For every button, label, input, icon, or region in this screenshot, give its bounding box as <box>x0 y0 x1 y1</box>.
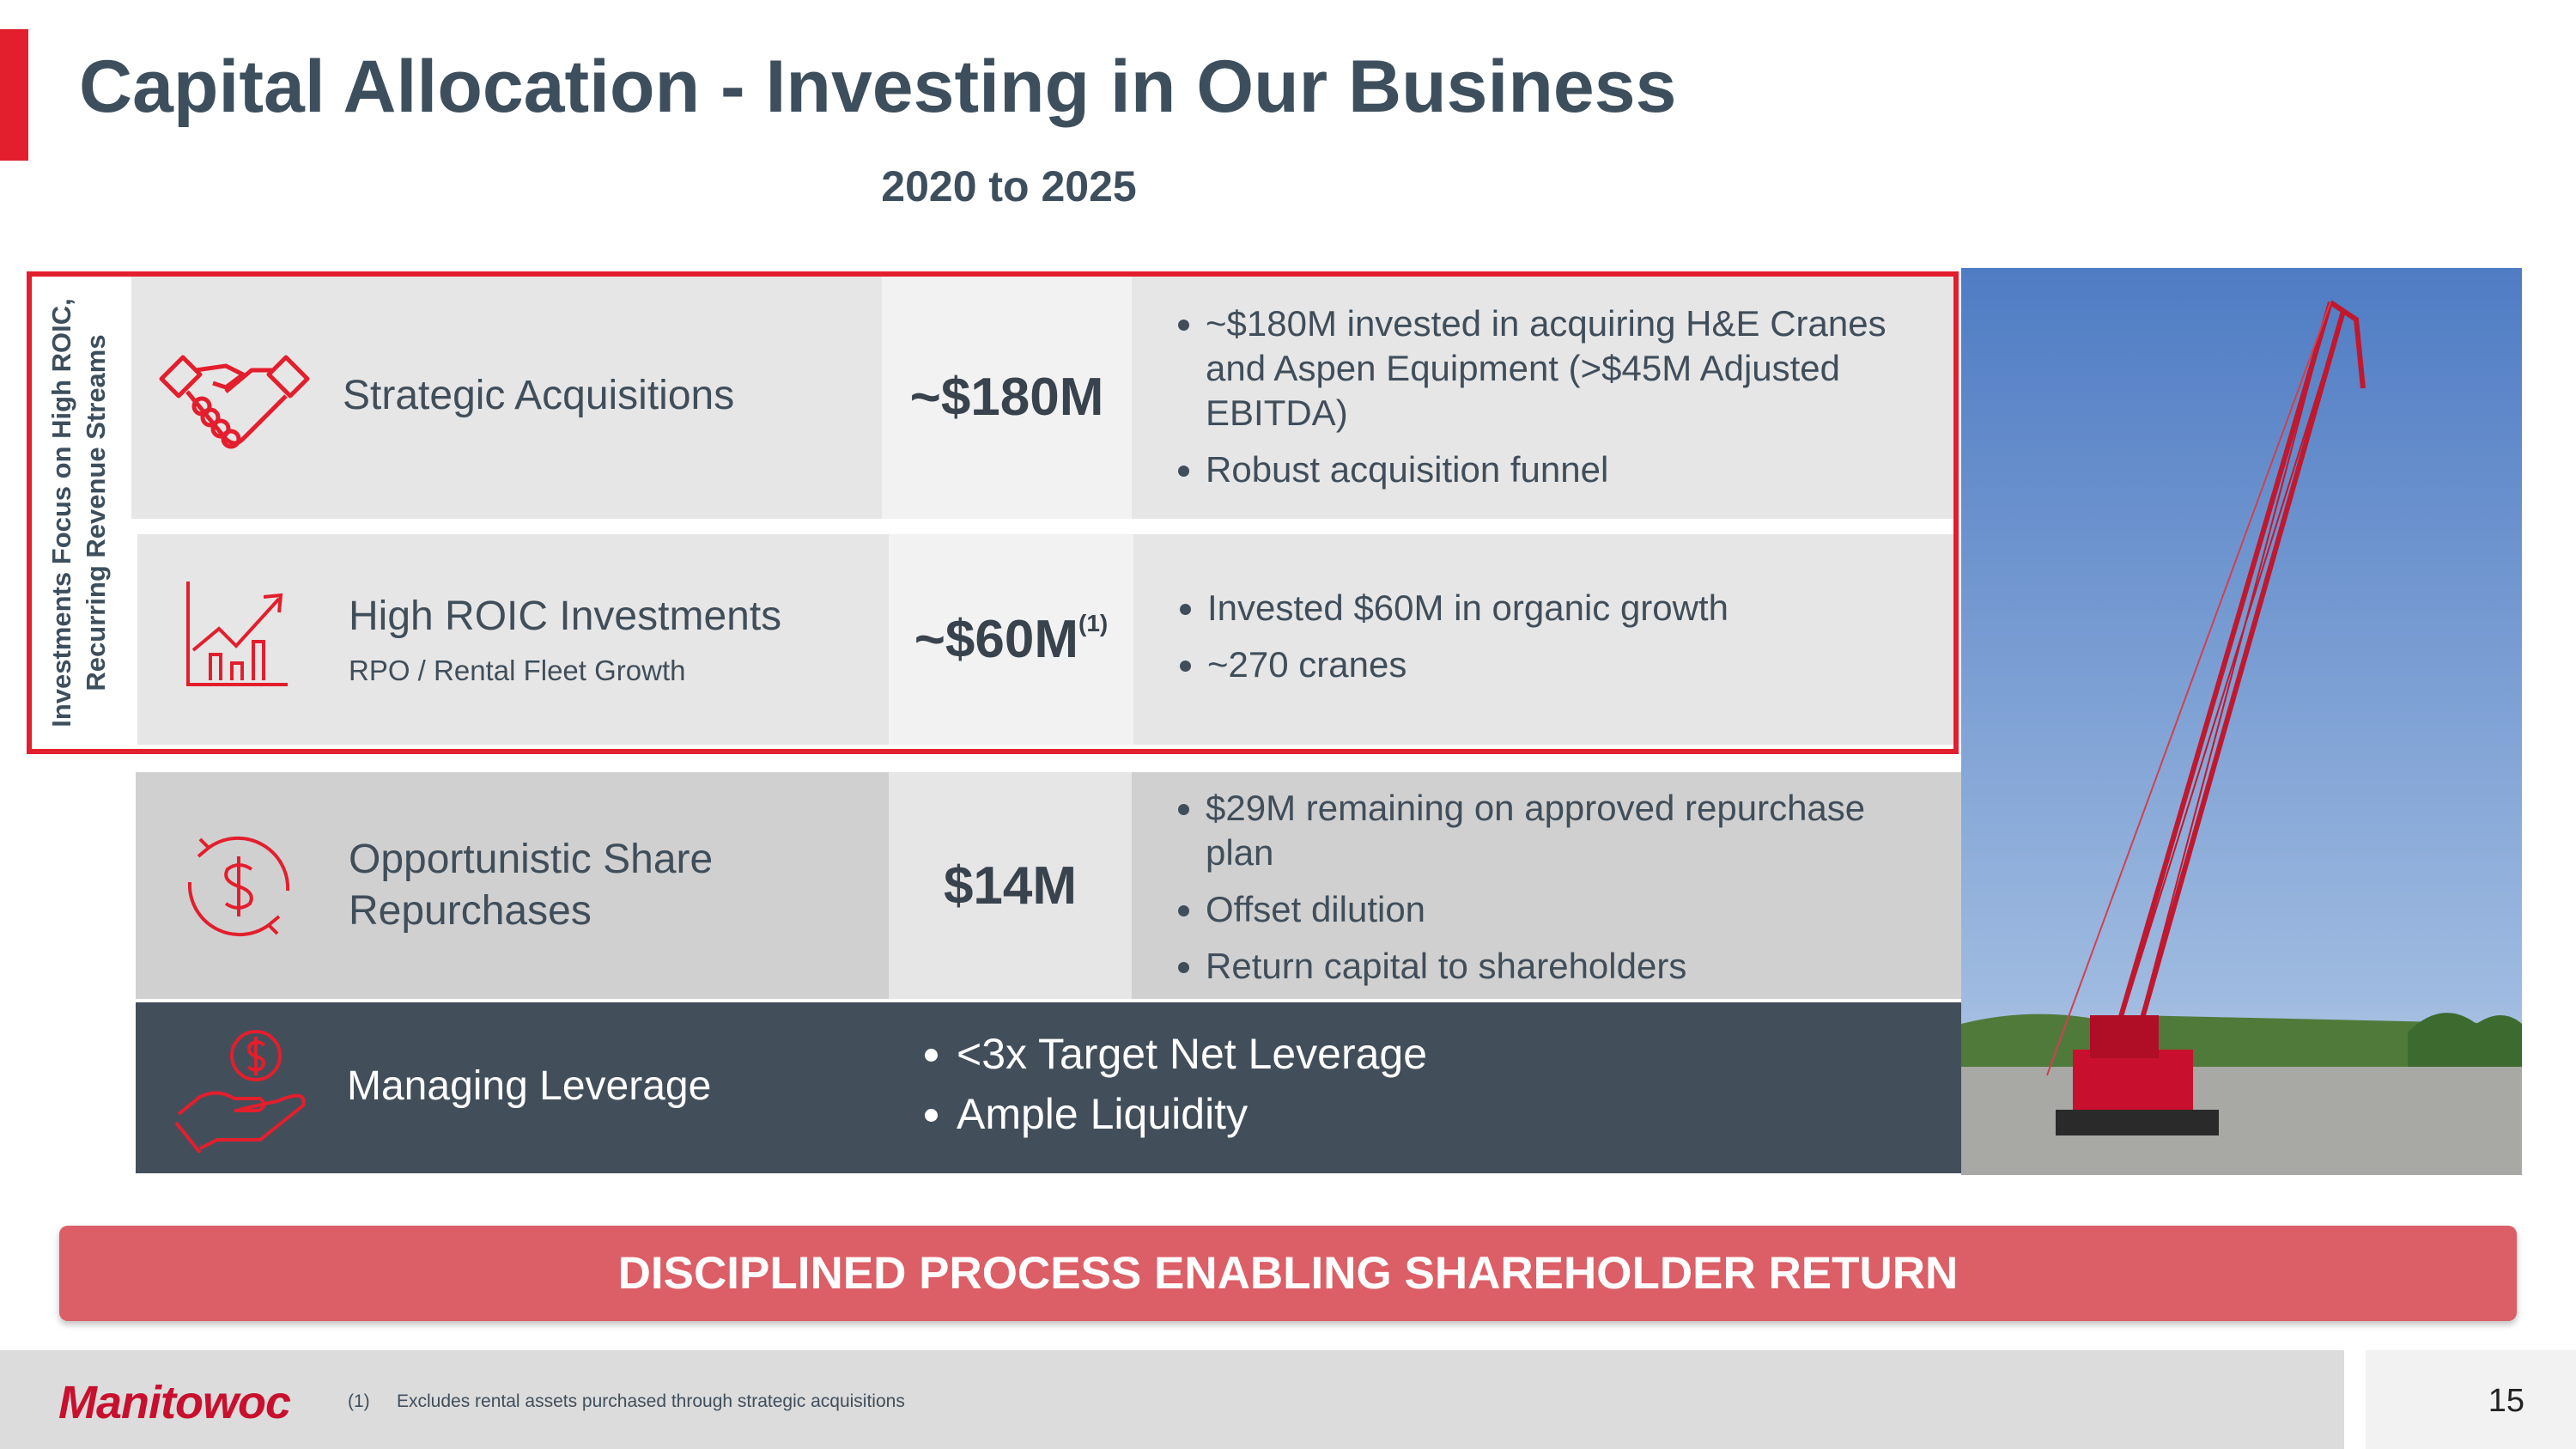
bullet: Invested $60M in organic growth <box>1207 586 1923 630</box>
bullet: <3x Target Net Leverage <box>957 1028 1427 1080</box>
page-box: 15 <box>2366 1350 2576 1449</box>
amount-note: (1) <box>1078 610 1109 636</box>
bullet-cell: ~$180M invested in acquiring H&E Cranes … <box>1132 276 1958 519</box>
logo: Manitowoc <box>58 1377 291 1428</box>
banner: DISCIPLINED PROCESS ENABLING SHAREHOLDER… <box>59 1226 2517 1321</box>
row-label-cell: Strategic Acquisitions <box>131 276 882 519</box>
crane-photo <box>1961 268 2522 1175</box>
bullet-cell: Invested $60M in organic growth ~270 cran… <box>1133 534 1958 745</box>
amount: $14M <box>889 772 1132 999</box>
row-label-cell: Opportunistic Share Repurchases <box>136 772 889 999</box>
amount: ~$60M <box>914 610 1079 669</box>
leverage-row: Managing Leverage <3x Target Net Leverag… <box>136 1002 1961 1173</box>
handshake-icon <box>159 355 310 449</box>
row-label: High ROIC Investments <box>349 594 782 639</box>
amount: ~$180M <box>882 276 1132 519</box>
row-label: Strategic Acquisitions <box>343 373 735 418</box>
growth-icon <box>186 581 288 686</box>
bullet: ~270 cranes <box>1207 642 1923 687</box>
bullet: ~$180M invested in acquiring H&E Cranes … <box>1206 301 1923 435</box>
bullet: Robust acquisition funnel <box>1206 447 1923 492</box>
repurchase-icon <box>187 836 290 937</box>
bullet-cell: $29M remaining on approved repurchase pl… <box>1132 772 1961 999</box>
footnote: Excludes rental assets purchased through… <box>397 1391 905 1411</box>
accent-bar <box>0 29 28 161</box>
leverage-bullets: <3x Target Net Leverage Ample Liquidity <box>917 1028 1427 1152</box>
footer: Manitowoc (1) Excludes rental assets pur… <box>0 1350 2344 1449</box>
row-label-cell: High ROIC Investments RPO / Rental Fleet… <box>137 534 889 745</box>
row-sublabel: RPO / Rental Fleet Growth <box>349 654 686 686</box>
bullet: $29M remaining on approved repurchase pl… <box>1206 786 1927 875</box>
subtitle: 2020 to 2025 <box>881 162 1137 210</box>
page-number: 15 <box>2488 1383 2524 1419</box>
bullet: Return capital to shareholders <box>1206 944 1927 989</box>
leverage-icon <box>174 1030 306 1153</box>
row-label: Managing Leverage <box>347 1063 712 1109</box>
footnote-marker: (1) <box>348 1391 370 1411</box>
amount-cell: ~$60M (1) <box>889 534 1133 745</box>
bullet: Ample Liquidity <box>957 1088 1427 1140</box>
highlight-border <box>27 271 1959 754</box>
row-label: Opportunistic Share Repurchases <box>349 837 714 934</box>
bullet: Offset dilution <box>1206 887 1927 932</box>
slide-title: Capital Allocation - Investing in Our Bu… <box>79 46 1677 128</box>
